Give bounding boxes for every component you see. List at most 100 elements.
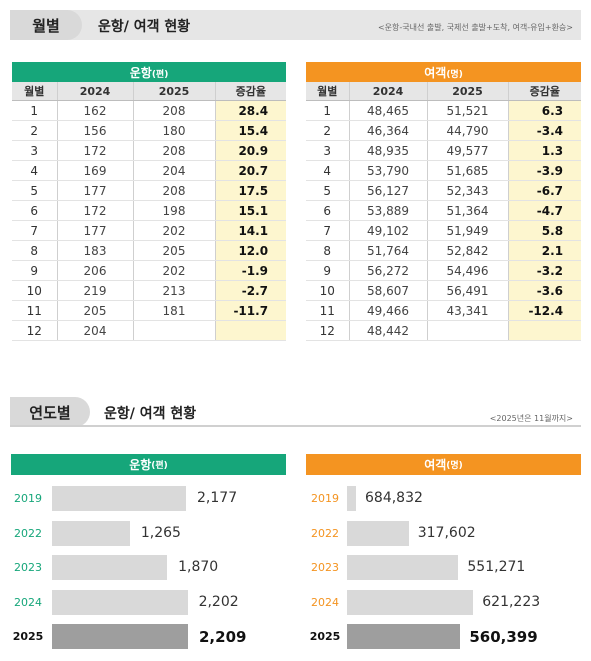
- monthly-title: 운항/ 여객 현황: [98, 19, 191, 35]
- bar: [52, 624, 188, 649]
- value-2024-cell: 46,364: [349, 120, 428, 141]
- month-cell: 8: [306, 240, 350, 261]
- value-2024-cell: 56,272: [349, 260, 428, 281]
- value-2025-cell: 208: [133, 180, 216, 201]
- month-cell: 1: [12, 100, 58, 121]
- month-cell: 11: [12, 300, 58, 321]
- change-rate-cell: 6.3: [508, 100, 582, 121]
- data-label: 2,177: [197, 490, 238, 506]
- year-label: 2022: [14, 526, 42, 540]
- bar: [347, 589, 474, 615]
- value-2025-cell: [133, 320, 216, 341]
- change-rate-cell: 20.9: [215, 140, 287, 161]
- value-2025-cell: [427, 320, 509, 341]
- change-rate-cell: 1.3: [508, 140, 582, 161]
- value-2024-cell: 48,935: [349, 140, 428, 161]
- month-cell: 10: [306, 280, 350, 301]
- value-2024-cell: 53,889: [349, 200, 428, 221]
- value-2025-cell: 213: [133, 280, 216, 301]
- year-label: 2019: [311, 492, 339, 505]
- table-row: 1 48,465 51,521 6.3: [306, 100, 582, 121]
- yearly-flights-chart-title: 운항 (편): [11, 454, 286, 475]
- month-cell: 11: [306, 300, 350, 321]
- col-header-month: 월별: [12, 82, 58, 101]
- month-cell: 4: [306, 160, 350, 181]
- value-2025-cell: 205: [133, 240, 216, 261]
- value-2024-cell: 169: [57, 160, 134, 181]
- table-row: 5 56,127 52,343 -6.7: [306, 180, 582, 201]
- month-cell: 7: [306, 220, 350, 241]
- yearly-passengers-chart-title: 여객 (명): [306, 454, 581, 475]
- value-2024-cell: 58,607: [349, 280, 428, 301]
- col-header-2025: 2025: [427, 82, 509, 101]
- year-label: 2019: [14, 492, 42, 505]
- change-rate-cell: -3.6: [508, 280, 582, 301]
- col-header-change: 증감율: [215, 82, 287, 101]
- value-2025-cell: 208: [133, 100, 216, 121]
- value-2024-cell: 219: [57, 280, 134, 301]
- bar: [347, 555, 459, 580]
- table-row: 12 204: [12, 320, 287, 341]
- data-label: 2,202: [198, 593, 239, 610]
- value-2024-cell: 49,102: [349, 220, 428, 241]
- change-rate-cell: -3.9: [508, 160, 582, 181]
- change-rate-cell: -4.7: [508, 200, 582, 221]
- data-label: 621,223: [482, 593, 541, 610]
- col-header-2024: 2024: [57, 82, 134, 101]
- change-rate-cell: -11.7: [215, 300, 287, 321]
- year-label: 2025: [309, 630, 341, 643]
- table-row: 9 56,272 54,496 -3.2: [306, 260, 582, 281]
- monthly-flights-table: 운항(편) 월별 2024 2025 증감율 1 162 208 28.4 2 156 18…: [12, 62, 287, 341]
- change-rate-cell: 15.4: [215, 120, 287, 141]
- monthly-note: <운항-국내선 출발, 국제선 출발+도착, 여객-유입+환승>: [377, 23, 573, 32]
- data-label: 551,271: [467, 559, 526, 575]
- value-2025-cell: 56,491: [427, 280, 509, 301]
- value-2024-cell: 51,764: [349, 240, 428, 261]
- month-cell: 6: [12, 200, 58, 221]
- month-cell: 6: [306, 200, 350, 221]
- month-cell: 3: [12, 140, 58, 161]
- change-rate-cell: 15.1: [215, 200, 287, 221]
- value-2024-cell: 206: [57, 260, 134, 281]
- data-label: 2,209: [199, 628, 247, 646]
- value-2024-cell: 177: [57, 180, 134, 201]
- value-2024-cell: 49,466: [349, 300, 428, 321]
- change-rate-cell: [215, 320, 287, 341]
- change-rate-cell: [508, 320, 582, 341]
- table-row: 4 53,790 51,685 -3.9: [306, 160, 582, 181]
- bar: [52, 555, 168, 580]
- data-label: 560,399: [469, 628, 538, 646]
- month-cell: 9: [306, 260, 350, 281]
- month-cell: 4: [12, 160, 58, 181]
- value-2024-cell: 172: [57, 200, 134, 221]
- value-2025-cell: 208: [133, 140, 216, 161]
- year-label: 2025: [12, 630, 44, 643]
- value-2025-cell: 198: [133, 200, 216, 221]
- value-2025-cell: 51,521: [427, 100, 509, 121]
- table-row: 3 172 208 20.9: [12, 140, 287, 161]
- value-2025-cell: 43,341: [427, 300, 509, 321]
- month-cell: 3: [306, 140, 350, 161]
- passengers-table-title: 여객(명): [306, 62, 582, 82]
- monthly-passengers-table: 여객(명) 월별 2024 2025 증감율 1 48,465 51,521 6.3 2…: [306, 62, 582, 341]
- year-label: 2024: [311, 595, 339, 609]
- col-header-2025: 2025: [133, 82, 216, 101]
- value-2024-cell: 48,465: [349, 100, 428, 121]
- month-cell: 10: [12, 280, 58, 301]
- table-row: 6 53,889 51,364 -4.7: [306, 200, 582, 221]
- data-label: 1,870: [178, 559, 219, 575]
- change-rate-cell: -2.7: [215, 280, 287, 301]
- col-header-change: 증감율: [508, 82, 582, 101]
- change-rate-cell: 14.1: [215, 220, 287, 241]
- yearly-section-header: 연도별 운항/ 여객 현황 <2025년은 11월까지>: [10, 397, 581, 427]
- table-row: 11 49,466 43,341 -12.4: [306, 300, 582, 321]
- table-row: 6 172 198 15.1: [12, 200, 287, 221]
- table-row: 5 177 208 17.5: [12, 180, 287, 201]
- bar: [347, 486, 356, 511]
- bar: [347, 624, 461, 649]
- change-rate-cell: -6.7: [508, 180, 582, 201]
- value-2024-cell: 162: [57, 100, 134, 121]
- data-label: 1,265: [140, 524, 181, 541]
- table-row: 12 48,442: [306, 320, 582, 341]
- value-2024-cell: 53,790: [349, 160, 428, 181]
